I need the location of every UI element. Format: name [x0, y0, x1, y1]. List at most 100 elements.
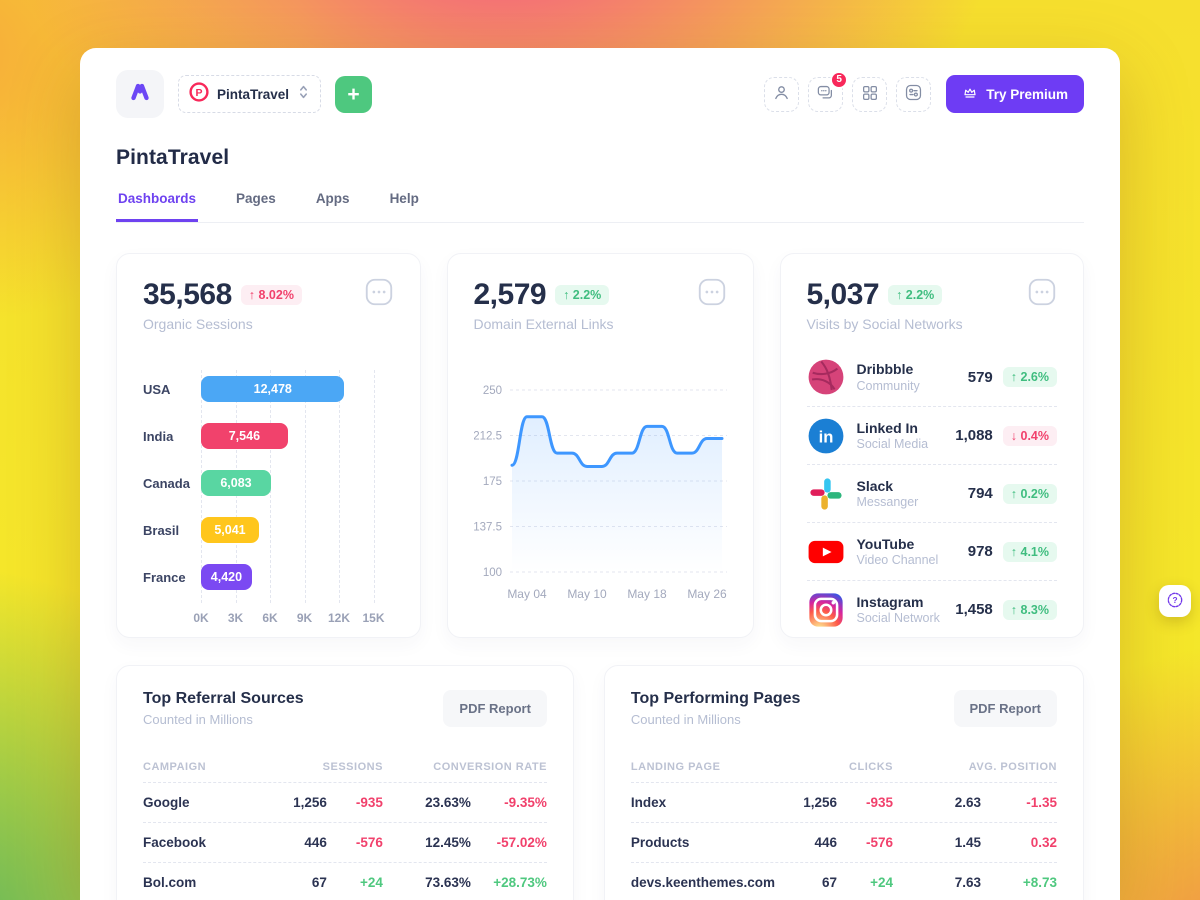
- bar-value-label: 5,041: [214, 523, 246, 537]
- bar-track: 6,083: [201, 470, 374, 496]
- tab-pages[interactable]: Pages: [236, 191, 276, 206]
- settings-button[interactable]: [896, 76, 932, 112]
- user-icon: [772, 83, 791, 105]
- social-visits-count: 1,088: [955, 427, 993, 444]
- apps-grid-button[interactable]: [852, 76, 888, 112]
- instagram-icon: [807, 591, 845, 629]
- row-delta: +8.73: [1022, 875, 1057, 890]
- chat-button[interactable]: 5: [808, 70, 849, 112]
- row-value: 73.63%: [425, 875, 471, 890]
- organic-sessions-bar-chart: USA 12,478 India 7,546 Canada 6,083 Brasil 5,04…: [143, 370, 394, 629]
- domain-links-value: 2,579: [473, 278, 547, 311]
- column-header: CONVERSION RATE: [433, 760, 547, 773]
- social-row: Slack Messanger 794 ↑ 0.2%: [806, 464, 1057, 522]
- social-network-category: Social Network: [856, 611, 940, 626]
- row-value: 23.63%: [425, 795, 471, 810]
- gridline: [373, 370, 375, 603]
- try-premium-button[interactable]: Try Premium: [946, 75, 1084, 113]
- table-row: Google 1,256 -935 23.63% -9.35%: [143, 783, 547, 823]
- add-workspace-button[interactable]: +: [335, 75, 373, 113]
- tab-apps[interactable]: Apps: [315, 191, 350, 206]
- row-delta: -1.35: [1026, 795, 1057, 810]
- column-header: LANDING PAGE: [630, 760, 721, 773]
- row-name: Facebook: [143, 835, 207, 850]
- row-delta: -9.35%: [504, 795, 547, 810]
- table-subtitle: Counted in Millions: [630, 712, 741, 727]
- bar-value-label: 12,478: [253, 382, 292, 396]
- dribbble-icon: [807, 358, 845, 396]
- svg-text:P: P: [195, 86, 202, 98]
- x-axis-label: May 18: [627, 587, 667, 601]
- row-name: Index: [630, 795, 667, 810]
- y-axis-tick: 137.5: [474, 522, 502, 534]
- row-value: 12.45%: [425, 835, 471, 850]
- bar-row: France 4,420: [143, 564, 394, 590]
- row-value: 67: [311, 875, 327, 890]
- domain-links-subtitle: Domain External Links: [473, 316, 614, 332]
- bar-chart-x-axis: 0K 3K 6K 9K 12K 15K: [193, 611, 384, 629]
- table-row: Index 1,256 -935 2.63 -1.35: [630, 783, 1057, 823]
- page-title: PintaTravel: [116, 146, 230, 169]
- header-actions: 5: [764, 70, 1084, 113]
- x-axis-label: May 26: [687, 587, 727, 601]
- slack-icon: [807, 475, 845, 513]
- tab-help[interactable]: Help: [389, 191, 419, 206]
- row-value: 7.63: [954, 875, 981, 890]
- social-visits-count: 579: [967, 368, 993, 386]
- app-logo[interactable]: [116, 70, 164, 118]
- pdf-report-button[interactable]: PDF Report: [953, 690, 1057, 727]
- tab-dashboards[interactable]: Dashboards: [116, 191, 199, 222]
- performing-pages-table: LANDING PAGE CLICKS AVG. POSITION Index 1,25…: [630, 751, 1057, 900]
- svg-text:in: in: [818, 427, 833, 446]
- row-value: 1,256: [293, 795, 327, 810]
- domain-links-line-chart: 250 212.5 175 137.5 100 May 04 May 10 May 18 May…: [473, 380, 727, 617]
- social-visits-count: 978: [967, 543, 993, 560]
- table-header-row: CAMPAIGN SESSIONS CONVERSION RATE: [143, 751, 547, 783]
- table-title: Top Referral Sources: [143, 690, 304, 707]
- notification-badge: 5: [830, 70, 849, 89]
- row-delta: -576: [865, 835, 893, 850]
- card-menu-button[interactable]: [364, 278, 394, 308]
- user-button[interactable]: [764, 76, 800, 112]
- svg-text:?: ?: [1172, 595, 1177, 605]
- bar-row: India 7,546: [143, 423, 394, 449]
- column-header: CLICKS: [849, 760, 893, 773]
- bar-value-label: 4,420: [210, 570, 243, 584]
- bar-category-label: France: [143, 569, 186, 585]
- table-row: Facebook 446 -576 12.45% -57.02%: [143, 823, 547, 863]
- x-axis-tick: 9K: [296, 611, 313, 625]
- social-network-name: Instagram: [856, 593, 924, 610]
- x-axis-tick: 0K: [193, 611, 209, 625]
- apps-grid-icon: [861, 84, 879, 105]
- social-delta-badge: ↑ 2.6%: [1002, 367, 1057, 387]
- bar: 4,420: [201, 564, 252, 590]
- row-name: Bol.com: [143, 875, 197, 890]
- bar-value-label: 7,546: [228, 429, 261, 443]
- nav-tabs: Dashboards Pages Apps Help: [116, 191, 1084, 223]
- bar-row: Brasil 5,041: [143, 517, 394, 543]
- help-button[interactable]: ?: [1159, 585, 1191, 617]
- referral-sources-table: CAMPAIGN SESSIONS CONVERSION RATE Google 1,2…: [143, 751, 547, 900]
- social-row-text: Slack Messanger: [857, 478, 919, 510]
- row-value: 67: [821, 875, 837, 890]
- bar-track: 12,478: [201, 376, 374, 402]
- bar: 12,478: [201, 376, 345, 402]
- table-row: Products 446 -576 1.45 0.32: [630, 823, 1057, 863]
- card-menu-button[interactable]: [1027, 278, 1057, 308]
- chevron-updown-icon: [297, 84, 310, 105]
- social-network-category: Video Channel: [856, 553, 939, 568]
- line-chart-area: [511, 416, 722, 572]
- social-row-metrics: 978 ↑ 4.1%: [967, 541, 1057, 562]
- pdf-report-button[interactable]: PDF Report: [443, 690, 547, 727]
- social-row-text: Instagram Social Network: [857, 594, 940, 626]
- social-row-text: Linked In Social Media: [857, 420, 929, 452]
- workspace-selector[interactable]: P PintaTravel: [178, 75, 322, 113]
- social-row: Dribbble Community 579 ↑ 2.6%: [807, 348, 1057, 406]
- bar-row: Canada 6,083: [143, 470, 394, 496]
- domain-links-card: 2,579 ↑ 2.2% Domain External Links 250 21…: [446, 253, 754, 638]
- domain-links-delta: ↑ 2.2%: [555, 285, 610, 305]
- card-menu-button[interactable]: [697, 278, 727, 308]
- row-delta: -935: [865, 795, 893, 810]
- row-name: Products: [630, 835, 690, 850]
- x-axis-tick: 15K: [362, 611, 385, 625]
